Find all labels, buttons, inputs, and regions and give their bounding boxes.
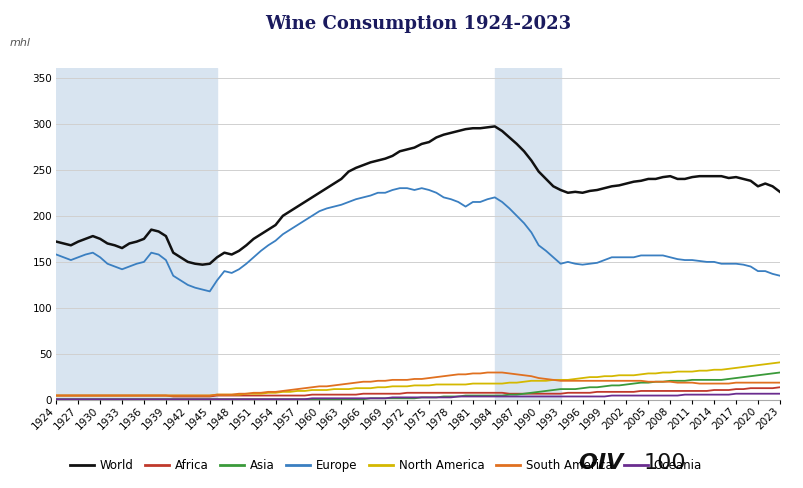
South America (190, 393, 200, 399)
Text: mhl: mhl (9, 39, 31, 48)
North America (190, 393, 200, 399)
Africa (774, 385, 784, 390)
Africa (168, 393, 177, 399)
South America (424, 375, 434, 381)
Europe (730, 261, 740, 266)
Europe (205, 288, 214, 294)
Legend: World, Africa, Asia, Europe, North America, South America, Oceania: World, Africa, Asia, Europe, North Ameri… (65, 455, 706, 477)
Asia (424, 394, 434, 400)
Africa (226, 393, 236, 399)
South America (482, 369, 491, 375)
South America (774, 380, 784, 386)
World (198, 262, 207, 267)
Oceania (774, 391, 784, 397)
World (774, 189, 784, 195)
Europe (394, 185, 404, 191)
World (752, 183, 762, 189)
Africa (51, 393, 61, 399)
World (190, 261, 200, 266)
Line: Oceania: Oceania (56, 394, 779, 399)
Europe (438, 194, 448, 200)
Bar (494, 68, 560, 400)
Asia (219, 396, 229, 402)
Text: 100: 100 (642, 453, 685, 473)
Line: Asia: Asia (56, 372, 779, 399)
Africa (489, 390, 499, 396)
Africa (723, 387, 732, 393)
World (51, 239, 61, 244)
South America (489, 369, 499, 375)
North America (482, 381, 491, 386)
South America (51, 393, 61, 399)
Text: OIV: OIV (578, 453, 630, 473)
Line: Africa: Africa (56, 387, 779, 396)
Asia (738, 374, 748, 380)
World (226, 252, 236, 258)
North America (219, 392, 229, 398)
North America (738, 364, 748, 370)
World (431, 135, 441, 141)
Europe (774, 273, 784, 279)
Asia (482, 393, 491, 399)
Asia (190, 396, 200, 402)
Line: Europe: Europe (56, 188, 779, 291)
Oceania (745, 391, 755, 397)
South America (745, 380, 755, 386)
South America (723, 381, 732, 386)
Asia (715, 377, 725, 383)
Asia (774, 369, 784, 375)
Europe (226, 270, 236, 276)
Oceania (51, 396, 61, 402)
World (730, 174, 740, 180)
North America (424, 383, 434, 388)
Oceania (219, 396, 229, 402)
Line: North America: North America (56, 363, 779, 396)
Oceania (424, 394, 434, 400)
Oceania (190, 396, 200, 402)
Africa (745, 385, 755, 391)
North America (715, 367, 725, 373)
Oceania (730, 391, 740, 397)
World (489, 123, 499, 129)
Text: Wine Consumption 1924-2023: Wine Consumption 1924-2023 (265, 15, 570, 33)
North America (774, 360, 784, 366)
Europe (190, 285, 200, 291)
World (497, 128, 507, 134)
South America (219, 392, 229, 398)
Oceania (715, 392, 725, 398)
Line: World: World (56, 126, 779, 264)
Europe (752, 268, 762, 274)
Asia (51, 396, 61, 402)
Africa (431, 390, 441, 396)
Africa (198, 393, 207, 399)
Line: South America: South America (56, 372, 779, 396)
Europe (51, 252, 61, 258)
Europe (497, 199, 507, 205)
Bar (56, 68, 217, 400)
North America (51, 393, 61, 399)
Oceania (482, 393, 491, 399)
